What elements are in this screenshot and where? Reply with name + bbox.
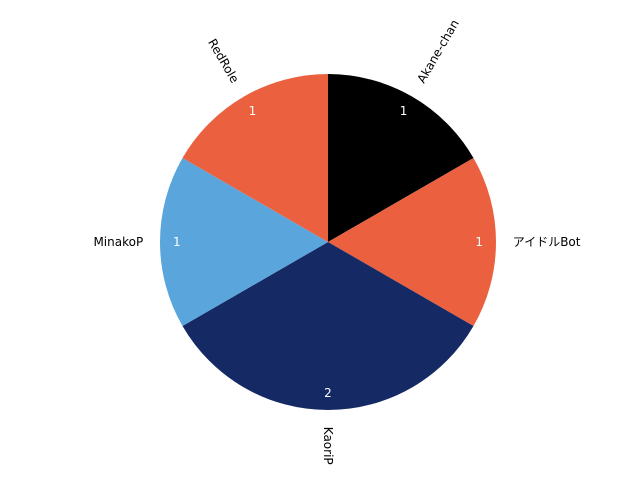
pie-slice-akane-chan-0 [328,74,474,242]
value-label-2: 2 [324,386,332,400]
pie-slice-minakop-3 [160,158,328,326]
category-label-kaorip-2: KaoriP [321,427,335,465]
pie-slice-kaorip-2 [182,242,474,411]
value-label-3: 1 [173,235,181,249]
pie-value-labels: 1 1 2 1 1 [173,104,483,400]
category-label-redrole-4: RedRole [205,36,241,85]
value-label-1: 1 [475,235,483,249]
pie-slices [160,74,496,411]
category-label-minakop-3: MinakoP [93,235,143,249]
pie-slice-redrole-4 [182,74,328,242]
category-label-akane-chan-0: Akane-chan [414,17,462,85]
value-label-0: 1 [400,104,408,118]
category-label-bot-1: アイドルBot [513,235,581,249]
pie-slice-bot-1 [328,158,496,326]
value-label-4: 1 [249,104,257,118]
